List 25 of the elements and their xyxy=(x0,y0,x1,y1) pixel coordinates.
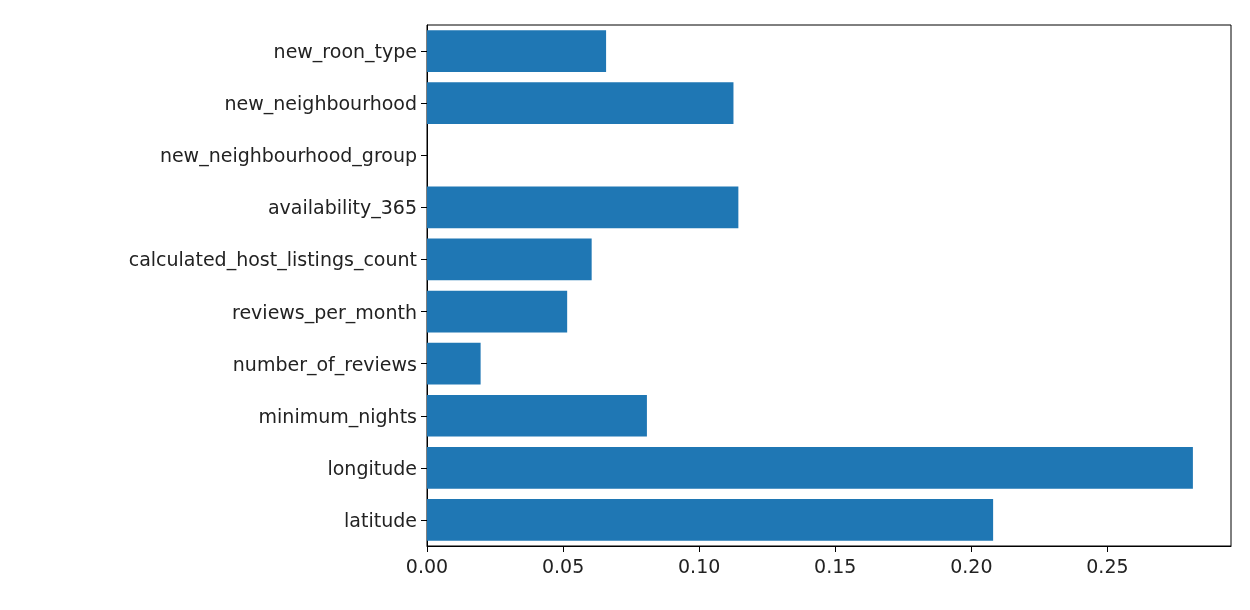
x-tick-label: 0.05 xyxy=(541,554,585,577)
y-tick-label: minimum_nights xyxy=(258,404,417,428)
bar xyxy=(427,30,607,72)
bar xyxy=(427,186,739,229)
y-tick-label: availability_365 xyxy=(267,196,417,220)
bar xyxy=(427,290,568,333)
bar xyxy=(427,238,592,281)
x-tick-label: 0.25 xyxy=(1086,554,1129,577)
bar xyxy=(427,82,734,124)
y-tick-label: longitude xyxy=(327,456,417,479)
x-tick-label: 0.10 xyxy=(678,554,721,577)
y-tick-label: new_neighbourhood xyxy=(224,92,417,116)
bar xyxy=(427,499,994,541)
y-tick-label: new_roon_type xyxy=(273,40,417,64)
x-tick-label: 0.20 xyxy=(950,554,993,577)
bar xyxy=(427,342,481,385)
x-tick-label: 0.00 xyxy=(405,554,449,577)
bar xyxy=(427,394,647,437)
y-tick-label: new_neighbourhood_group xyxy=(159,144,417,168)
y-tick-label: latitude xyxy=(344,508,417,531)
x-tick-label: 0.15 xyxy=(814,554,857,577)
y-tick-label: number_of_reviews xyxy=(232,352,417,376)
bar xyxy=(427,447,1193,489)
y-tick-label: reviews_per_month xyxy=(232,300,417,324)
y-tick-label: calculated_host_listings_count xyxy=(128,248,417,272)
